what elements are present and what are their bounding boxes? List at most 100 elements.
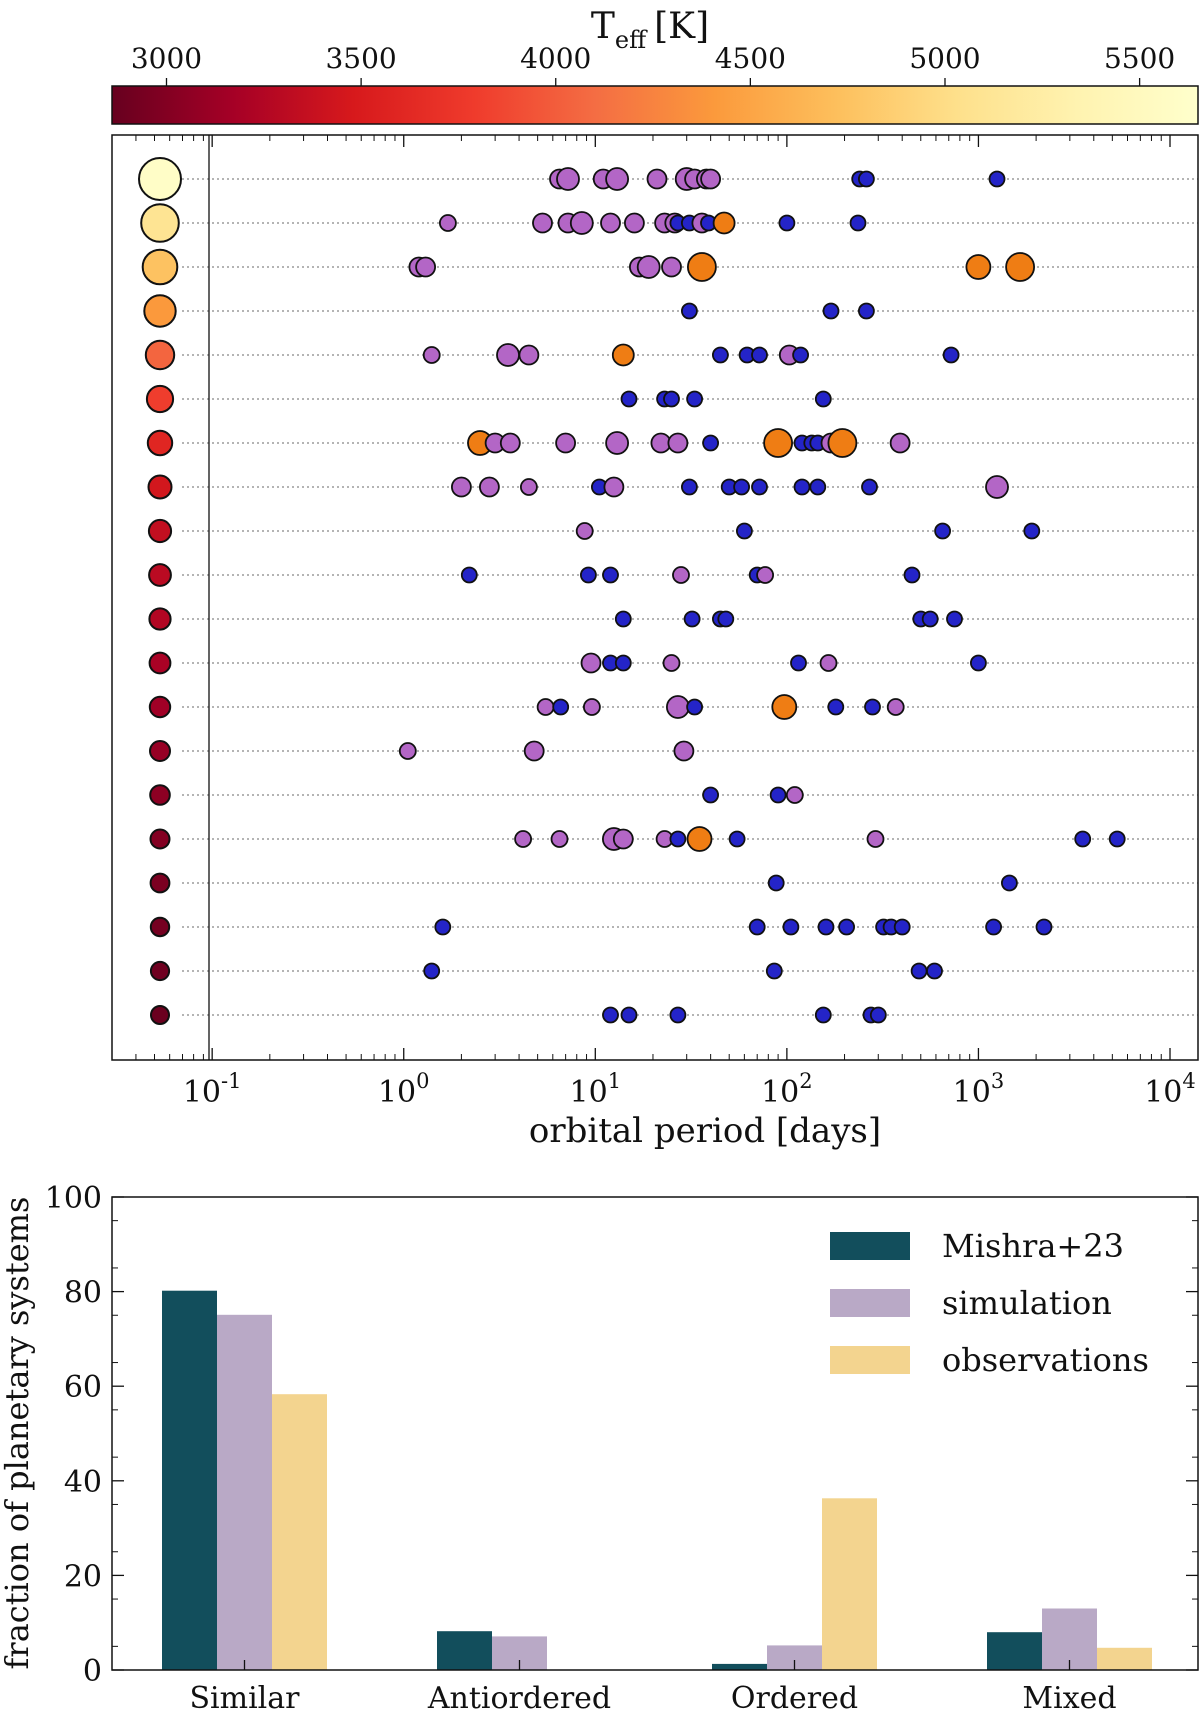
y-tick-label: 0 [83, 1654, 102, 1689]
blue-planet-marker [858, 302, 875, 320]
colorbar-tick-label: 3500 [325, 42, 396, 75]
purple-planet-marker [612, 828, 634, 850]
purple-planet-marker [600, 212, 621, 234]
blue-planet-marker [809, 478, 827, 496]
y-tick-label: 80 [64, 1276, 102, 1311]
legend: Mishra+23 simulation observations [830, 1227, 1149, 1379]
host-star-marker [147, 518, 173, 544]
blue-planet-marker [736, 522, 753, 540]
blue-planet-marker [849, 214, 867, 232]
purple-planet-marker [673, 740, 695, 762]
colorbar-label: Teff [K] [591, 6, 709, 54]
host-stars [138, 157, 182, 1025]
blue-planet-marker [751, 478, 768, 496]
blue-planet-marker [728, 830, 746, 848]
host-star-marker [143, 294, 177, 328]
purple-planet-marker [550, 830, 569, 848]
bar-chart-frame [111, 1196, 1199, 1671]
category-label: Ordered [731, 1681, 858, 1714]
blue-planet-marker [602, 1006, 619, 1024]
purple-planet-marker [700, 168, 721, 190]
host-star-marker [149, 960, 171, 982]
blue-planet-marker [827, 698, 845, 716]
host-star-marker [145, 384, 175, 414]
purple-planet-marker [666, 695, 690, 719]
x-tick-base: 10 [570, 1075, 608, 1110]
blue-planet-marker [822, 302, 840, 320]
x-tick-exponent: 3 [991, 1069, 1004, 1093]
purple-planet-marker [646, 168, 668, 190]
blue-planet-marker [893, 918, 911, 936]
x-tick-label: 102 [761, 1069, 813, 1110]
blue-planet-marker [620, 390, 638, 408]
host-star-marker [147, 474, 173, 500]
colorbar-label-main: T [591, 6, 615, 47]
blue-planet-marker [712, 346, 729, 364]
purple-planet-marker [569, 211, 594, 235]
y-tick-label: 60 [64, 1370, 102, 1405]
host-star-marker [138, 157, 182, 201]
purple-planet-marker [422, 346, 441, 364]
blue-planet-marker [869, 1006, 887, 1024]
purple-planet-marker [624, 212, 645, 234]
colorbar-tick-label: 5000 [909, 42, 980, 75]
blue-planet-marker [792, 346, 809, 364]
x-tick-label: 104 [1144, 1069, 1196, 1110]
colorbar-tick-label: 3000 [131, 42, 202, 75]
purple-planet-marker [575, 522, 594, 540]
category-label: Mixed [1022, 1681, 1116, 1714]
purple-planet-marker [499, 432, 521, 454]
blue-planet-marker [838, 918, 855, 936]
x-tick-exponent: 4 [1182, 1069, 1195, 1093]
host-star-marker [140, 203, 180, 243]
x-tick-base: 10 [761, 1075, 799, 1110]
orange-planet-marker [965, 254, 992, 280]
bar-chart: 0 20 40 60 80 100 Similar Antiordered Ordered Mix… [0, 1181, 1199, 1714]
blue-planet-marker [814, 390, 832, 408]
purple-planet-marker [583, 698, 601, 716]
bar-observations-similar [272, 1394, 327, 1670]
purple-planet-marker [672, 566, 690, 584]
blue-planet-marker [434, 918, 452, 936]
blue-planet-marker [751, 346, 768, 364]
purple-planet-marker [636, 255, 661, 279]
purple-planet-marker [785, 786, 804, 804]
bar-observations-ordered [822, 1498, 877, 1670]
x-tick-label: 100 [378, 1069, 430, 1110]
blue-planet-marker [686, 390, 703, 408]
x-tick-exponent: 0 [416, 1069, 429, 1093]
purple-planet-marker [605, 431, 629, 455]
blue-planet-marker [614, 654, 632, 672]
blue-planet-marker [985, 918, 1002, 936]
blue-planet-marker [903, 566, 921, 584]
colorbar-label-sub: eff [615, 26, 648, 54]
host-star-marker [141, 248, 179, 286]
blue-planet-marker [778, 214, 796, 232]
blue-planet-marker [921, 610, 939, 628]
legend-swatch [830, 1232, 910, 1260]
purple-planet-marker [886, 698, 905, 716]
legend-label: observations [942, 1341, 1149, 1379]
blue-planet-marker [864, 698, 881, 716]
blue-planet-marker [1035, 918, 1053, 936]
purple-planet-marker [438, 214, 457, 232]
blue-planet-marker [702, 434, 719, 452]
blue-planet-marker [1108, 830, 1126, 848]
blue-planet-marker [681, 302, 698, 320]
y-tick-label: 20 [64, 1559, 102, 1594]
blue-planet-marker [793, 478, 811, 496]
bar-mishra-23-ordered [712, 1663, 767, 1670]
colorbar-label-unit: [K] [654, 6, 709, 47]
purple-planet-marker [520, 478, 538, 496]
blue-planet-marker [814, 1006, 832, 1024]
period-chart: 10-1 100 101 102 103 104 orbital period [days… [111, 134, 1199, 1151]
x-tick-base: 10 [183, 1075, 221, 1110]
blue-planet-marker [861, 478, 878, 496]
host-star-marker [149, 828, 171, 850]
blue-planet-marker [686, 698, 703, 716]
blue-planet-marker [926, 962, 943, 980]
x-tick-exponent: 2 [799, 1069, 812, 1093]
host-star-marker [149, 740, 171, 762]
colorbar-ticks: 3000 3500 4000 4500 5000 5500 [131, 42, 1175, 86]
x-tick-exponent: 1 [608, 1069, 621, 1093]
